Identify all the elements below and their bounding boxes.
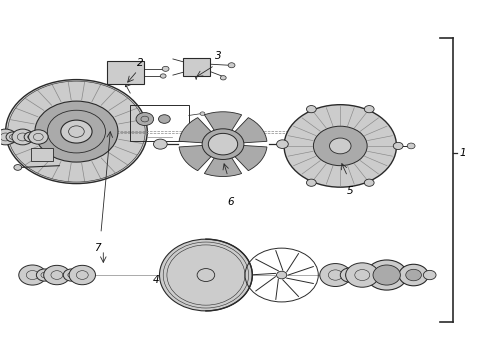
- Circle shape: [28, 130, 48, 144]
- Circle shape: [284, 105, 396, 187]
- Circle shape: [0, 129, 16, 145]
- Wedge shape: [179, 144, 223, 171]
- Circle shape: [5, 80, 147, 184]
- Circle shape: [159, 115, 170, 123]
- Circle shape: [228, 63, 235, 68]
- Wedge shape: [223, 118, 267, 144]
- Circle shape: [197, 126, 202, 130]
- Text: 5: 5: [347, 186, 353, 196]
- Circle shape: [44, 265, 70, 285]
- Circle shape: [306, 105, 316, 113]
- Circle shape: [306, 179, 316, 186]
- Text: 2: 2: [137, 58, 143, 68]
- Text: 6: 6: [227, 197, 234, 207]
- Wedge shape: [179, 118, 223, 144]
- Circle shape: [423, 270, 436, 280]
- Circle shape: [399, 264, 428, 286]
- Circle shape: [136, 113, 154, 126]
- Circle shape: [365, 105, 374, 113]
- Circle shape: [320, 264, 351, 287]
- Circle shape: [220, 76, 226, 80]
- Text: 4: 4: [153, 275, 159, 285]
- Circle shape: [202, 129, 244, 159]
- Circle shape: [6, 132, 20, 142]
- FancyBboxPatch shape: [183, 58, 210, 76]
- Circle shape: [276, 271, 287, 279]
- Wedge shape: [204, 112, 242, 144]
- Circle shape: [340, 268, 360, 282]
- Wedge shape: [223, 144, 267, 171]
- Ellipse shape: [159, 239, 252, 311]
- Text: 1: 1: [459, 148, 466, 158]
- Circle shape: [69, 265, 96, 285]
- FancyBboxPatch shape: [31, 148, 53, 161]
- Text: 7: 7: [94, 243, 101, 253]
- Circle shape: [276, 140, 288, 148]
- Circle shape: [153, 139, 167, 149]
- Circle shape: [314, 126, 367, 166]
- Text: 3: 3: [215, 51, 221, 61]
- Circle shape: [12, 129, 33, 145]
- FancyBboxPatch shape: [107, 61, 144, 84]
- Circle shape: [373, 265, 400, 285]
- Circle shape: [345, 263, 379, 287]
- Circle shape: [200, 112, 205, 116]
- Circle shape: [14, 165, 22, 170]
- Circle shape: [330, 138, 351, 154]
- Circle shape: [160, 74, 166, 78]
- Circle shape: [36, 269, 53, 281]
- Circle shape: [406, 269, 421, 281]
- Circle shape: [24, 132, 38, 142]
- Circle shape: [197, 269, 215, 282]
- Wedge shape: [204, 144, 242, 176]
- Circle shape: [63, 269, 80, 281]
- Circle shape: [61, 120, 92, 143]
- Circle shape: [366, 260, 407, 290]
- Circle shape: [407, 143, 415, 149]
- Circle shape: [208, 134, 238, 155]
- Circle shape: [162, 66, 169, 71]
- Circle shape: [35, 101, 118, 162]
- Circle shape: [19, 265, 46, 285]
- Circle shape: [393, 142, 403, 149]
- Circle shape: [365, 179, 374, 186]
